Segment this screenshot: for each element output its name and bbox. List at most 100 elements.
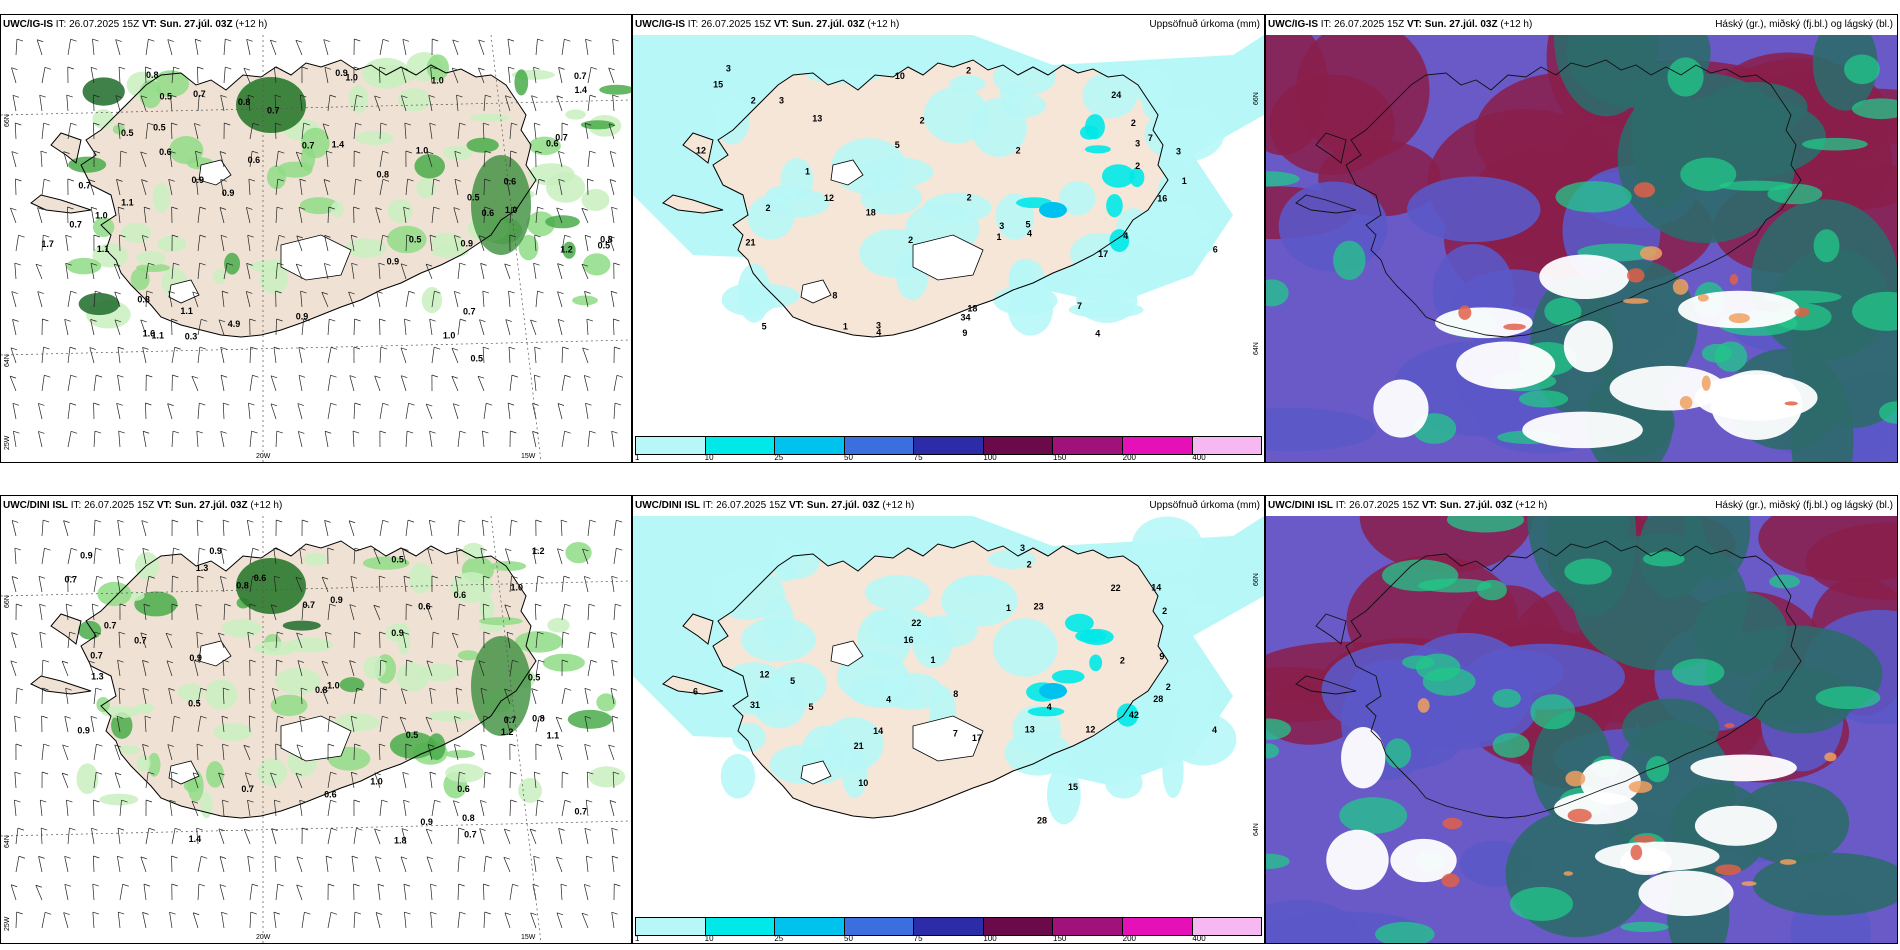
lead-time: (+12 h) bbox=[235, 19, 268, 30]
legend-tick: 200 bbox=[1122, 934, 1137, 943]
precip-value-label: 18 bbox=[866, 207, 876, 217]
precip-value-label: 10 bbox=[895, 71, 905, 81]
precip-value-label: 42 bbox=[1129, 710, 1139, 720]
wind-value-label: 0.5 bbox=[153, 123, 166, 133]
wind-value-label: 1.0 bbox=[443, 331, 456, 341]
model-name: UWC/DINI ISL bbox=[1268, 500, 1333, 511]
precip-value-label: 14 bbox=[873, 726, 883, 736]
wind-value-label: 1.4 bbox=[575, 85, 588, 95]
precip-value-label: 34 bbox=[961, 312, 971, 322]
lead-time: (+12 h) bbox=[250, 500, 283, 511]
legend-swatch bbox=[1053, 918, 1123, 935]
precip-value-label: 1 bbox=[1006, 603, 1011, 613]
precip-value-label: 16 bbox=[904, 635, 914, 645]
wind-value-label: 0.7 bbox=[302, 600, 315, 610]
wind-value-label: 0.8 bbox=[315, 685, 328, 695]
lat-label: 66N bbox=[4, 114, 11, 127]
precip-value-label: 12 bbox=[696, 145, 706, 155]
issue-time-label: IT: bbox=[1320, 19, 1332, 30]
precip-value-label: 1 bbox=[996, 232, 1001, 242]
legend-tick: 75 bbox=[913, 934, 923, 943]
legend-swatch bbox=[705, 918, 776, 935]
precip-value-label: 5 bbox=[762, 322, 767, 332]
lead-time: (+12 h) bbox=[882, 500, 915, 511]
lat-label: 66N bbox=[1253, 92, 1260, 105]
model-name: UWC/DINI ISL bbox=[3, 500, 68, 511]
wind-value-label: 0.6 bbox=[504, 176, 517, 186]
precip-value-label: 14 bbox=[1151, 583, 1161, 593]
legend-swatch bbox=[1122, 437, 1193, 454]
legend-swatch bbox=[983, 437, 1054, 454]
precip-value-label: 24 bbox=[1111, 90, 1121, 100]
panel-header: UWC/IG-IS IT: 26.07.2025 15Z VT: Sun. 27… bbox=[1, 15, 631, 35]
precip-value-label: 3 bbox=[876, 321, 881, 331]
wind-value-label: 0.5 bbox=[160, 92, 173, 102]
precip-value-label: 9 bbox=[962, 328, 967, 338]
legend-swatch bbox=[636, 437, 706, 454]
precip-value-label: 6 bbox=[1213, 244, 1218, 254]
panel-title: Háský (gr.), miðský (fj.bl.) og lágský (… bbox=[1715, 19, 1893, 30]
lat-label: 66N bbox=[4, 595, 11, 608]
panel-header: UWC/DINI ISL IT: 26.07.2025 15Z VT: Sun.… bbox=[1266, 496, 1897, 516]
legend-swatch bbox=[1053, 437, 1123, 454]
wind-value-label: 0.7 bbox=[104, 620, 117, 630]
panel-title: Uppsöfnuð úrkoma (mm) bbox=[1149, 19, 1260, 30]
wind-value-label: 1.1 bbox=[547, 731, 560, 741]
legend-tick: 10 bbox=[704, 934, 714, 943]
wind-value-label: 0.5 bbox=[598, 241, 611, 251]
legend-swatch bbox=[1192, 918, 1262, 935]
panel-igis-wind: UWC/IG-IS IT: 26.07.2025 15Z VT: Sun. 27… bbox=[0, 14, 632, 463]
wind-value-label: 0.9 bbox=[80, 550, 93, 560]
lat-label: 64N bbox=[4, 835, 11, 848]
wind-value-label: 1.1 bbox=[180, 306, 193, 316]
precip-legend: 1 10 25 50 75 100 150 200 400 bbox=[633, 917, 1264, 943]
legend-tick: 75 bbox=[913, 453, 923, 462]
precip-value-label: 3 bbox=[1176, 147, 1181, 157]
wind-value-label: 1.2 bbox=[501, 727, 514, 737]
wind-value-label: 0.8 bbox=[236, 580, 249, 590]
wind-value-label: 0.7 bbox=[90, 650, 103, 660]
precip-value-label: 12 bbox=[824, 193, 834, 203]
valid-time-label: VT: bbox=[141, 19, 157, 30]
panel-dini-wind: UWC/DINI ISL IT: 26.07.2025 15Z VT: Sun.… bbox=[0, 495, 632, 944]
map-area: 66N 64N 20W 15W 25W 1.4 0.9 0.6 0.9 0.7 4.9 0.9 1.0 0… bbox=[1, 35, 631, 462]
legend-swatch bbox=[1122, 918, 1193, 935]
wind-value-label: 0.8 bbox=[137, 294, 150, 304]
precip-value-label: 28 bbox=[1037, 815, 1047, 825]
wind-value-label: 0.5 bbox=[121, 128, 134, 138]
legend-tick: 1 bbox=[635, 934, 640, 943]
wind-value-label: 0.7 bbox=[69, 219, 82, 229]
wind-value-label: 0.6 bbox=[248, 155, 261, 165]
precip-value-label: 22 bbox=[911, 618, 921, 628]
precip-value-label: 4 bbox=[1095, 329, 1100, 339]
wind-value-label: 0.8 bbox=[600, 235, 613, 245]
wind-value-label: 0.7 bbox=[193, 89, 206, 99]
valid-time-label: VT: bbox=[788, 500, 804, 511]
wind-value-label: 0.9 bbox=[460, 239, 473, 249]
wind-value-label: 1.8 bbox=[394, 836, 407, 846]
panel-header: UWC/DINI ISL IT: 26.07.2025 15Z VT: Sun.… bbox=[1, 496, 631, 516]
wind-value-label: 0.7 bbox=[302, 141, 315, 151]
precip-value-label: 10 bbox=[858, 778, 868, 788]
legend-swatch bbox=[844, 918, 915, 935]
valid-time-value: Sun. 27.júl. 03Z bbox=[174, 500, 248, 511]
lead-time: (+12 h) bbox=[867, 19, 900, 30]
legend-tick: 100 bbox=[983, 453, 997, 462]
valid-time-label: VT: bbox=[156, 500, 172, 511]
precip-value-label: 2 bbox=[1016, 145, 1021, 155]
wind-value-label: 1.7 bbox=[41, 239, 54, 249]
precip-value-label: 4 bbox=[876, 327, 881, 337]
precip-value-label: 4 bbox=[1047, 702, 1052, 712]
panel-title: Uppsöfnuð úrkoma (mm) bbox=[1149, 500, 1260, 511]
precip-value-label: 5 bbox=[808, 702, 813, 712]
precip-value-label: 17 bbox=[972, 733, 982, 743]
lon-label: 25W bbox=[4, 435, 11, 450]
valid-time-value: Sun. 27.júl. 03Z bbox=[159, 19, 233, 30]
precip-value-label: 5 bbox=[1026, 220, 1031, 230]
model-name: UWC/IG-IS bbox=[3, 19, 53, 30]
precip-value-label: 4 bbox=[1123, 231, 1128, 241]
model-name: UWC/DINI ISL bbox=[635, 500, 700, 511]
wind-value-label: 1.0 bbox=[327, 680, 340, 690]
precip-value-label: 2 bbox=[966, 66, 971, 76]
